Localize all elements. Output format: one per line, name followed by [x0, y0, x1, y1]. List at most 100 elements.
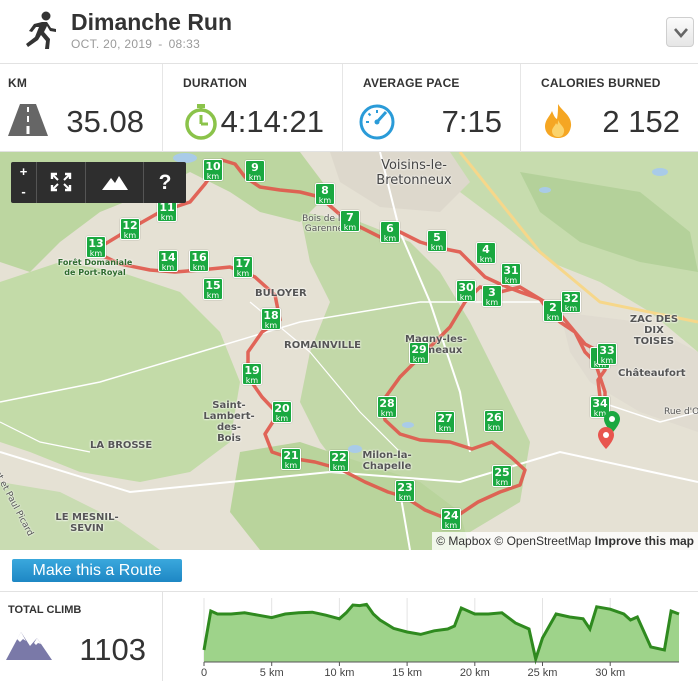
x-tick-label: 30 km	[595, 667, 625, 679]
map-controls: + - ?	[11, 162, 186, 203]
x-tick-label: 5 km	[260, 667, 284, 679]
activity-header: Dimanche Run OCT. 20, 2019-08:33	[0, 0, 698, 64]
km-marker[interactable]: 17 km	[233, 256, 253, 278]
elevation-area	[204, 604, 679, 662]
km-marker[interactable]: 29 km	[409, 342, 429, 364]
improve-map-link[interactable]: Improve this map	[594, 534, 694, 548]
km-marker[interactable]: 30 km	[456, 280, 476, 302]
km-marker[interactable]: 16 km	[189, 250, 209, 272]
km-marker[interactable]: 2 km	[543, 300, 563, 322]
stat-distance: KM 35.08	[0, 64, 163, 152]
divider	[0, 591, 698, 592]
x-tick-label: 20 km	[460, 667, 490, 679]
map-base	[0, 152, 698, 550]
km-marker[interactable]: 19 km	[242, 363, 262, 385]
km-marker[interactable]: 31 km	[501, 263, 521, 285]
mountain-icon	[6, 632, 52, 660]
km-marker[interactable]: 4 km	[476, 242, 496, 264]
km-marker[interactable]: 22 km	[329, 450, 349, 472]
stat-pace: AVERAGE PACE 7:15	[343, 64, 521, 152]
map-attribution: © Mapbox © OpenStreetMap Improve this ma…	[432, 532, 698, 550]
place-label: Rue d'O	[664, 407, 698, 417]
activity-title: Dimanche Run	[71, 9, 233, 35]
km-marker[interactable]: 26 km	[484, 410, 504, 432]
km-marker[interactable]: 32 km	[561, 291, 581, 313]
stat-value: 2 152	[602, 104, 680, 139]
climb-label: TOTAL CLIMB	[8, 604, 82, 616]
km-marker[interactable]: 10 km	[203, 159, 223, 181]
place-label: LE MESNIL- SEVIN	[55, 512, 119, 534]
elevation-chart: 0 5 km 10 km 15 km 20 km 25 km 30 km	[201, 598, 680, 679]
stat-value: 4:14:21	[220, 104, 324, 139]
place-label: Forêt Domaniale de Port-Royal	[57, 258, 133, 277]
make-route-button[interactable]: Make this a Route	[12, 559, 182, 582]
km-marker[interactable]: 20 km	[272, 401, 292, 423]
date-separator: -	[158, 37, 163, 51]
km-marker[interactable]: 33 km	[597, 343, 617, 365]
x-tick-label: 0	[201, 667, 207, 679]
x-tick-label: 10 km	[324, 667, 354, 679]
km-marker[interactable]: 15 km	[203, 278, 223, 300]
chevron-down-icon	[674, 28, 688, 38]
place-label: Magny-les- Hameaux	[405, 334, 467, 356]
km-marker[interactable]: 21 km	[281, 448, 301, 470]
km-marker[interactable]: 8 km	[315, 183, 335, 205]
km-marker[interactable]: 23 km	[395, 480, 415, 502]
help-button[interactable]: ?	[158, 171, 172, 194]
place-label: Châteaufort	[618, 368, 686, 379]
stat-value: 7:15	[441, 104, 502, 139]
x-tick-label: 15 km	[392, 667, 422, 679]
stats-bar: KM 35.08 DURATION 4:14:21 AVERAGE PACE 7…	[0, 64, 698, 152]
terrain-button[interactable]	[86, 162, 144, 203]
place-label: Saint- Lambert-des- Bois	[203, 400, 255, 444]
km-marker[interactable]: 3 km	[482, 285, 502, 307]
elevation-ticks: 0 5 km 10 km 15 km 20 km 25 km 30 km	[201, 662, 625, 679]
mountain-icon	[101, 176, 128, 190]
flame-icon	[545, 104, 572, 138]
place-label: ZAC DES DIX TOISES	[629, 314, 679, 347]
km-marker[interactable]: 5 km	[427, 230, 447, 252]
runner-icon	[26, 11, 56, 49]
stat-label: DURATION	[183, 76, 248, 90]
zoom-out-button[interactable]: -	[21, 184, 26, 199]
road-icon	[8, 104, 48, 136]
km-marker[interactable]: 6 km	[380, 221, 400, 243]
activity-time-text: 08:33	[168, 37, 201, 51]
finish-pin-icon[interactable]	[598, 427, 614, 449]
km-marker[interactable]: 13 km	[86, 236, 106, 258]
actions-dropdown-button[interactable]	[666, 17, 694, 47]
stat-label: AVERAGE PACE	[363, 76, 460, 90]
zoom-in-button[interactable]: +	[19, 164, 28, 179]
stat-calories: CALORIES BURNED 2 152	[521, 64, 698, 152]
km-marker[interactable]: 11 km	[157, 200, 177, 222]
total-climb-panel: TOTAL CLIMB 1103	[0, 592, 163, 681]
osm-link[interactable]: © OpenStreetMap	[494, 534, 592, 548]
km-marker[interactable]: 14 km	[158, 250, 178, 272]
fullscreen-button[interactable]	[37, 162, 86, 203]
place-label: ROMAINVILLE	[284, 340, 362, 351]
route-map[interactable]: Voisins-le- Bretonneux Bois de la Garenn…	[0, 152, 698, 550]
place-label: Milon-la- Chapelle	[362, 450, 412, 472]
stat-value: 35.08	[66, 104, 144, 139]
km-marker[interactable]: 9 km	[245, 160, 265, 182]
place-label: BULOYER	[255, 288, 307, 299]
km-marker[interactable]: 25 km	[492, 465, 512, 487]
place-label: LA BROSSE	[90, 440, 153, 451]
km-marker[interactable]: 24 km	[441, 508, 461, 530]
place-label: Voisins-le- Bretonneux	[376, 158, 452, 188]
activity-date-text: OCT. 20, 2019	[71, 37, 153, 51]
km-marker[interactable]: 12 km	[120, 218, 140, 240]
km-marker[interactable]: 28 km	[377, 396, 397, 418]
activity-date: OCT. 20, 2019-08:33	[71, 37, 200, 51]
km-marker[interactable]: 7 km	[340, 210, 360, 232]
stat-label: CALORIES BURNED	[541, 76, 661, 90]
stat-duration: DURATION 4:14:21	[163, 64, 343, 152]
km-marker[interactable]: 27 km	[435, 411, 455, 433]
mapbox-link[interactable]: © Mapbox	[436, 534, 492, 548]
km-marker[interactable]: 34 km	[590, 396, 610, 418]
speedometer-icon	[359, 104, 395, 140]
stopwatch-icon	[185, 104, 217, 140]
elevation-line	[202, 602, 680, 665]
km-marker[interactable]: 18 km	[261, 308, 281, 330]
zoom-controls: + -	[11, 162, 37, 203]
